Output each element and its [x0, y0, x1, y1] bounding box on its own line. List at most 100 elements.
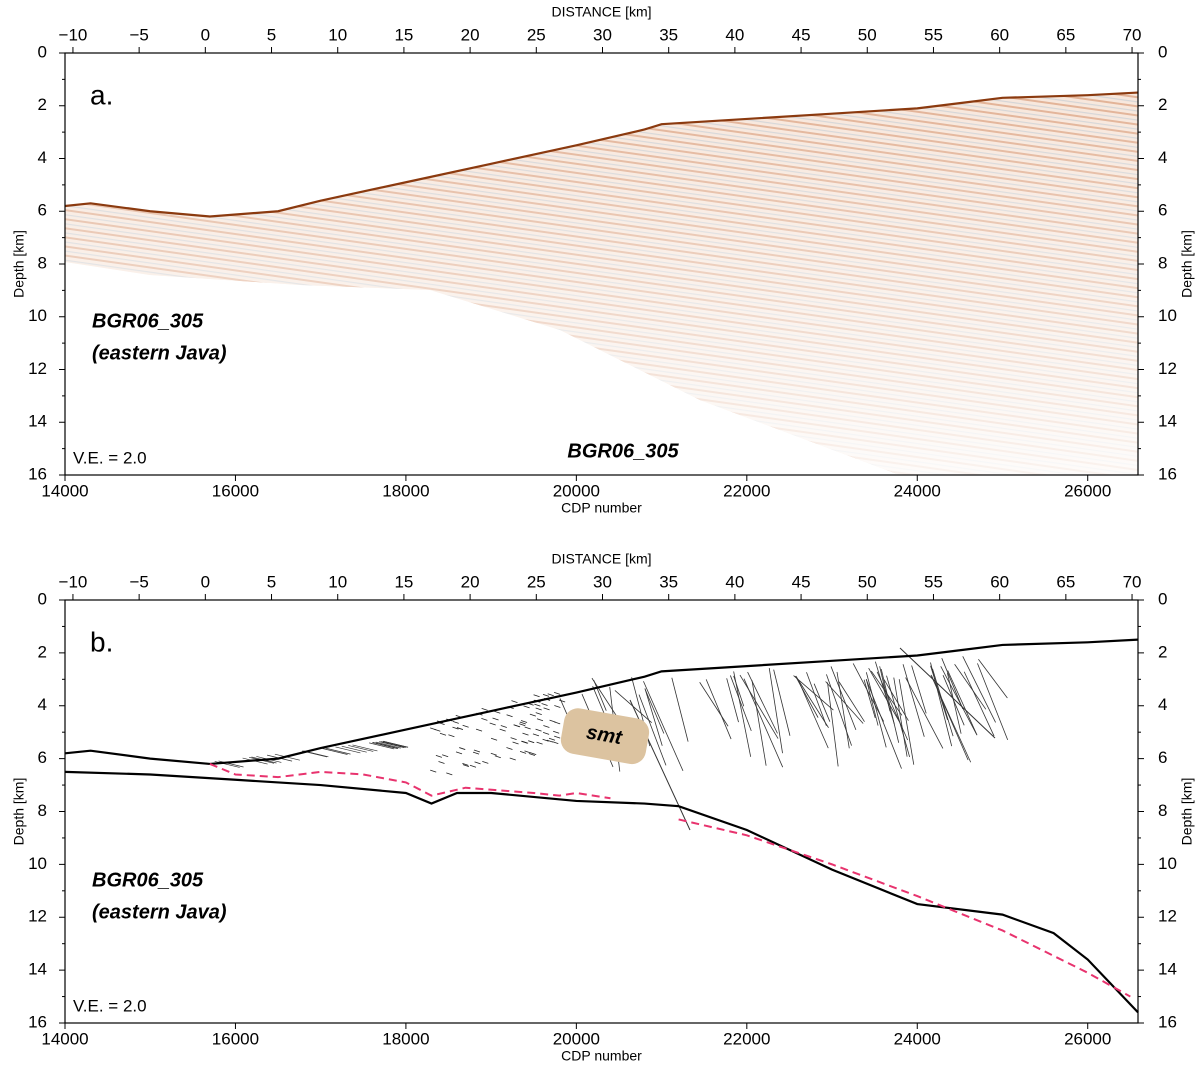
y2-tick-label: 0 [1158, 589, 1167, 608]
x2-tick-label: 70 [1123, 25, 1142, 44]
x2-tick-label: 30 [593, 572, 612, 591]
fault [475, 762, 481, 764]
y-tick-label: 10 [28, 854, 47, 873]
line [210, 764, 1130, 997]
fault [528, 741, 534, 743]
ve-label: V.E. = 2.0 [73, 448, 147, 467]
x-tick-label: 20000 [553, 481, 600, 500]
y2-tick-label: 10 [1158, 306, 1177, 325]
y2-tick-label: 8 [1158, 253, 1167, 272]
x2-tick-label: 0 [201, 25, 210, 44]
x2-tick-label: 30 [593, 25, 612, 44]
fault [978, 659, 1007, 698]
x2-tick-label: 55 [924, 572, 943, 591]
line-name-center: BGR06_305 [567, 440, 679, 462]
x-tick-label: 24000 [894, 481, 941, 500]
fault [520, 751, 526, 753]
seismic-fade [65, 93, 1138, 475]
x2-tick-label: 10 [328, 572, 347, 591]
fault [543, 694, 549, 696]
fault [514, 725, 520, 727]
fault [482, 761, 488, 763]
x2-tick-label: 65 [1056, 25, 1075, 44]
fault [326, 748, 351, 754]
fault [534, 695, 540, 697]
y-axis-title: Depth [km] [11, 230, 27, 298]
x2-tick-label: −10 [59, 572, 88, 591]
fault [448, 735, 454, 737]
y2-tick-label: 6 [1158, 748, 1167, 767]
x2-axis-title: DISTANCE [km] [551, 4, 651, 20]
fault [490, 723, 496, 725]
fault [740, 675, 778, 738]
x-axis-title: CDP number [561, 1048, 642, 1064]
ve-label: V.E. = 2.0 [73, 996, 147, 1015]
fault [463, 725, 469, 727]
x-tick-label: 18000 [382, 1029, 429, 1048]
fault [839, 682, 864, 722]
fault [977, 663, 1007, 739]
y2-tick-label: 8 [1158, 801, 1167, 820]
fault [866, 679, 878, 725]
fault [814, 684, 830, 722]
fault [828, 682, 839, 766]
fault [552, 742, 558, 744]
fault [510, 758, 516, 760]
fault [459, 748, 465, 750]
fault [476, 729, 482, 731]
fault [554, 706, 560, 708]
y2-tick-label: 4 [1158, 148, 1167, 167]
fault [553, 731, 559, 733]
y2-tick-label: 16 [1158, 1012, 1177, 1031]
fault [440, 733, 446, 735]
fault [500, 729, 506, 731]
fault [706, 679, 731, 739]
y-tick-label: 2 [38, 95, 47, 114]
x-tick-label: 16000 [212, 1029, 259, 1048]
fault [550, 720, 556, 722]
y-tick-label: 12 [28, 359, 47, 378]
y2-tick-label: 6 [1158, 201, 1167, 220]
y2-tick-label: 0 [1158, 42, 1167, 61]
y-tick-label: 0 [38, 589, 47, 608]
fault [536, 708, 542, 710]
x2-tick-label: 5 [267, 572, 276, 591]
x2-tick-label: 40 [725, 25, 744, 44]
fault [903, 664, 924, 736]
fault [501, 726, 507, 728]
fault [700, 682, 728, 726]
line-name: BGR06_305 [92, 310, 204, 332]
fault [537, 742, 543, 744]
y-axis-title: Depth [km] [11, 778, 27, 846]
fault [491, 753, 497, 755]
x2-tick-label: −5 [129, 25, 148, 44]
fault [494, 711, 500, 713]
fault [964, 672, 994, 736]
x-tick-label: 26000 [1064, 1029, 1111, 1048]
x2-axis-title: DISTANCE [km] [551, 551, 651, 567]
fault [543, 725, 549, 727]
plot-frame [65, 600, 1138, 1023]
x2-tick-label: 50 [858, 25, 877, 44]
fault [507, 715, 513, 717]
fault [752, 680, 766, 765]
x2-tick-label: 25 [527, 25, 546, 44]
fault [439, 761, 445, 763]
fault [543, 732, 549, 734]
fault [446, 773, 452, 775]
fault [548, 694, 554, 696]
x2-tick-label: 65 [1056, 572, 1075, 591]
fault [806, 672, 826, 725]
x-tick-label: 22000 [723, 481, 770, 500]
x2-tick-label: 50 [858, 572, 877, 591]
y2-axis-title: Depth [km] [1179, 230, 1195, 298]
y-tick-label: 6 [38, 201, 47, 220]
fault [869, 668, 901, 723]
fault [434, 729, 440, 731]
fault [534, 704, 540, 706]
fault [482, 708, 488, 710]
x2-tick-label: 45 [792, 25, 811, 44]
panel-label: a. [90, 79, 113, 110]
fault [533, 734, 539, 736]
y-tick-label: 2 [38, 642, 47, 661]
